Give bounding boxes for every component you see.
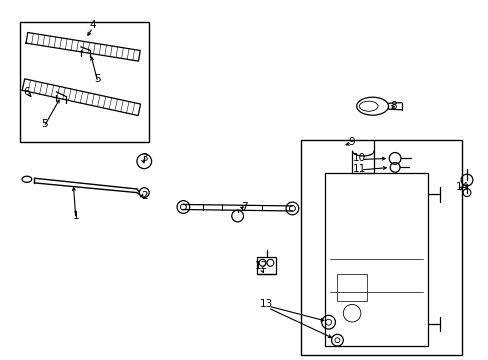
Text: 12: 12 [254, 261, 268, 271]
Text: 11: 11 [352, 164, 366, 174]
Text: 10: 10 [352, 153, 365, 163]
Text: 8: 8 [389, 101, 396, 111]
Text: 6: 6 [23, 87, 30, 97]
Text: 4: 4 [89, 20, 96, 30]
Text: 5: 5 [94, 74, 101, 84]
Text: 7: 7 [241, 202, 247, 212]
Text: 2: 2 [141, 191, 147, 201]
Bar [256, 257, 276, 274]
Text: 9: 9 [348, 137, 355, 147]
Text: 14: 14 [454, 182, 468, 192]
Text: 13: 13 [259, 299, 273, 309]
Text: 3: 3 [141, 153, 147, 163]
Bar [337, 274, 366, 301]
Bar [20, 22, 149, 142]
Text: 1: 1 [72, 211, 79, 221]
Text: 5: 5 [41, 119, 47, 129]
Bar [325, 173, 427, 346]
Bar [300, 140, 461, 355]
